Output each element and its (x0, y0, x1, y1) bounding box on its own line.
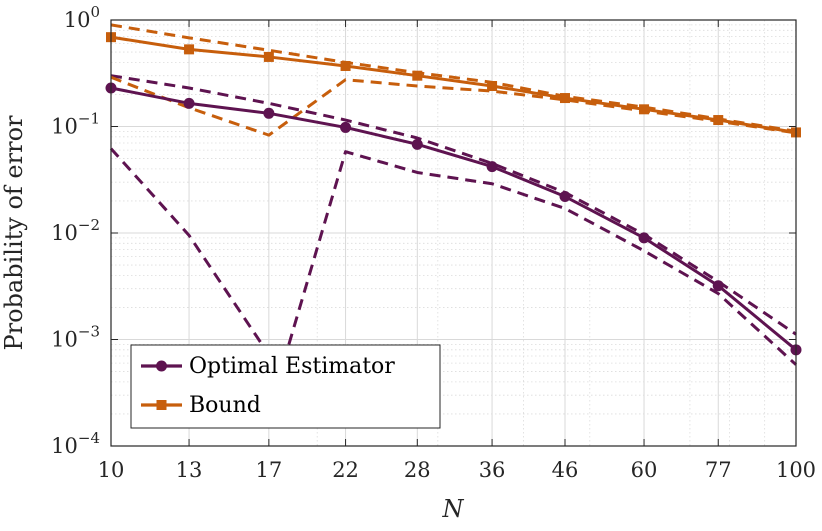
data-point-square (559, 93, 570, 104)
x-tick-label: 36 (479, 458, 506, 482)
y-tick-labels: 10−4 10−3 10−2 10−1 100 (51, 3, 100, 458)
x-tick-label: 17 (255, 458, 282, 482)
series-line-2-dashed (110, 74, 797, 336)
data-point-circle (411, 138, 423, 150)
y-tick-label: 10−1 (51, 110, 100, 139)
series-line-1-solid (110, 35, 797, 134)
x-tick-label: 22 (332, 458, 359, 482)
data-point-circle (340, 121, 352, 133)
legend-label-optimal-estimator: Optimal Estimator (189, 354, 395, 379)
x-tick-label: 100 (776, 458, 816, 482)
data-point-square (639, 104, 650, 115)
y-tick-label: 10−4 (51, 429, 100, 458)
x-tick-label: 46 (552, 458, 579, 482)
data-point-circle (183, 97, 195, 109)
x-tick-label: 77 (705, 458, 732, 482)
data-point-square (340, 60, 351, 71)
data-point-square (263, 51, 274, 62)
y-tick-label: 10−2 (51, 216, 100, 245)
y-axis-label: Probability of error (0, 115, 28, 351)
series-line-3-dashed (109, 147, 798, 366)
series-line-4-dashed (110, 23, 797, 133)
data-point-circle (712, 280, 724, 292)
legend: Optimal Estimator Bound (130, 344, 441, 429)
data-point-square (713, 115, 724, 126)
x-tick-label: 10 (98, 458, 125, 482)
data-point-circle (559, 191, 571, 203)
data-point-square (487, 81, 498, 92)
data-point-square (184, 44, 195, 55)
x-tick-labels: 10 13 17 22 28 36 46 60 77 100 (98, 458, 816, 482)
x-tick-label: 28 (404, 458, 431, 482)
data-point-square (412, 70, 423, 81)
legend-box (130, 344, 441, 429)
legend-marker-bound (156, 400, 167, 410)
y-tick-label: 100 (64, 3, 100, 32)
x-tick-label: 13 (176, 458, 203, 482)
data-point-circle (263, 107, 275, 119)
y-tick-label: 10−3 (51, 323, 100, 352)
legend-marker-optimal-estimator (156, 360, 167, 372)
x-axis-label: N (442, 495, 465, 523)
x-tick-label: 60 (631, 458, 658, 482)
tick-marks (110, 19, 797, 447)
data-point-circle (638, 232, 650, 244)
data-point-circle (486, 161, 498, 173)
legend-label-bound: Bound (189, 393, 261, 418)
series-line-0-solid (110, 86, 797, 351)
